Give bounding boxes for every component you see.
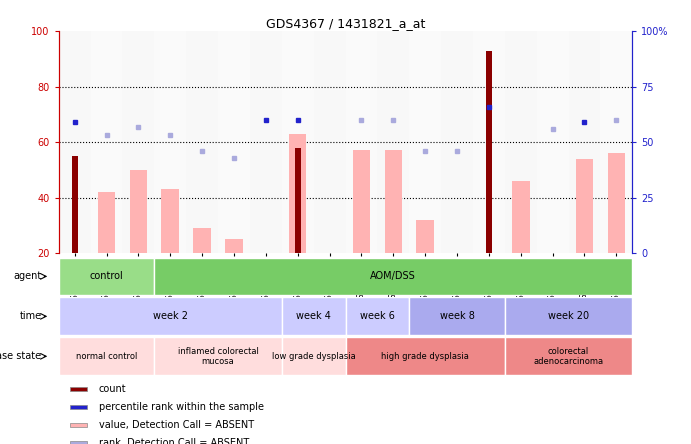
Bar (282, 337, 346, 375)
Text: colorectal
adenocarcinoma: colorectal adenocarcinoma (533, 347, 604, 366)
Text: rank, Detection Call = ABSENT: rank, Detection Call = ABSENT (99, 438, 249, 444)
Bar (314, 31, 346, 253)
Bar (377, 31, 409, 253)
Bar (130, 170, 147, 253)
Text: time: time (19, 311, 41, 321)
Bar (295, 148, 301, 253)
Title: GDS4367 / 1431821_a_at: GDS4367 / 1431821_a_at (266, 17, 425, 30)
Bar (289, 134, 307, 253)
Text: AOM/DSS: AOM/DSS (370, 271, 416, 281)
Bar (162, 189, 179, 253)
Bar (473, 31, 505, 253)
Text: week 4: week 4 (296, 311, 331, 321)
Bar (505, 337, 632, 375)
Bar (505, 31, 537, 253)
Bar (352, 151, 370, 253)
Bar (59, 337, 154, 375)
Bar (154, 337, 282, 375)
Bar (417, 220, 434, 253)
Bar (409, 31, 441, 253)
Bar (97, 192, 115, 253)
Bar (346, 337, 505, 375)
Text: inflamed colorectal
mucosa: inflamed colorectal mucosa (178, 347, 258, 366)
Bar (512, 181, 529, 253)
Bar (225, 239, 243, 253)
Text: high grade dysplasia: high grade dysplasia (381, 352, 469, 361)
Bar (70, 387, 87, 391)
Bar (59, 31, 91, 253)
Bar (193, 228, 211, 253)
Bar (282, 31, 314, 253)
Bar (576, 159, 594, 253)
Bar (505, 297, 632, 335)
Text: normal control: normal control (76, 352, 138, 361)
Text: disease state: disease state (0, 351, 41, 361)
Text: week 2: week 2 (153, 311, 188, 321)
Text: week 6: week 6 (360, 311, 395, 321)
Bar (72, 156, 77, 253)
Bar (600, 31, 632, 253)
Text: week 20: week 20 (548, 311, 589, 321)
Bar (569, 31, 600, 253)
Bar (70, 405, 87, 409)
Bar (122, 31, 154, 253)
Bar (282, 297, 346, 335)
Bar (346, 297, 409, 335)
Text: count: count (99, 384, 126, 394)
Bar (218, 31, 250, 253)
Text: week 8: week 8 (439, 311, 475, 321)
Bar (441, 31, 473, 253)
Text: control: control (90, 271, 124, 281)
Bar (384, 151, 402, 253)
Bar (409, 297, 505, 335)
Bar (607, 153, 625, 253)
Bar (154, 258, 632, 295)
Text: percentile rank within the sample: percentile rank within the sample (99, 402, 264, 412)
Bar (59, 297, 282, 335)
Bar (537, 31, 569, 253)
Bar (250, 31, 282, 253)
Bar (91, 31, 122, 253)
Bar (59, 258, 154, 295)
Bar (486, 51, 492, 253)
Text: value, Detection Call = ABSENT: value, Detection Call = ABSENT (99, 420, 254, 430)
Text: agent: agent (13, 271, 41, 281)
Bar (70, 424, 87, 427)
Bar (154, 31, 186, 253)
Text: low grade dysplasia: low grade dysplasia (272, 352, 355, 361)
Bar (70, 441, 87, 444)
Bar (186, 31, 218, 253)
Bar (346, 31, 377, 253)
